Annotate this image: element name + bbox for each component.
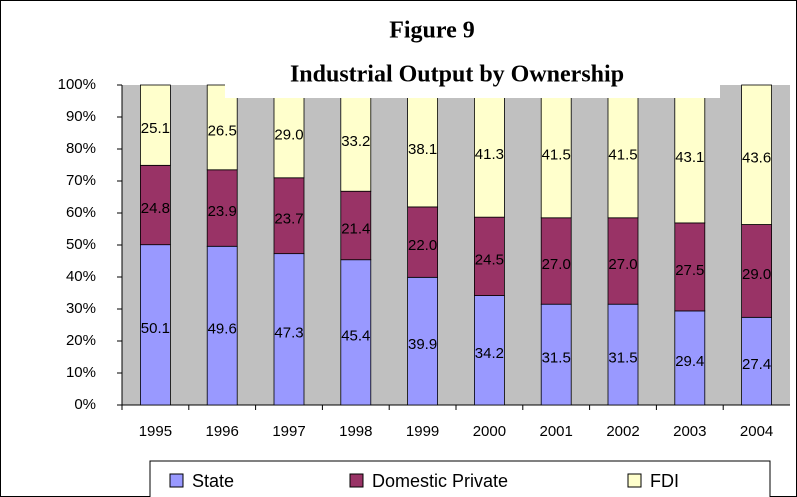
data-label: 24.5 <box>475 251 504 268</box>
bar-segment <box>473 295 505 406</box>
bar-segment <box>473 84 505 218</box>
data-label: 43.6 <box>742 150 771 167</box>
chart-title: Figure 9 <box>389 18 475 44</box>
bar-segment <box>674 310 706 406</box>
y-tick-label: 0% <box>74 396 96 413</box>
data-label: 45.4 <box>341 327 370 344</box>
y-tick-label: 70% <box>66 172 96 189</box>
title-background <box>225 14 720 98</box>
bar-segment <box>206 169 238 247</box>
x-tick-label: 2003 <box>673 423 706 440</box>
data-label: 34.2 <box>475 345 504 362</box>
legend-label: Domestic Private <box>372 471 508 491</box>
bar-segment <box>741 316 772 406</box>
bar-segment <box>139 164 171 246</box>
chart-subtitle: Industrial Output by Ownership <box>290 62 624 88</box>
data-label: 38.1 <box>408 141 437 158</box>
bar-segment <box>741 224 772 318</box>
x-tick-label: 2004 <box>740 423 773 440</box>
data-label: 27.0 <box>542 256 571 273</box>
bar-segment <box>407 84 439 208</box>
data-label: 41.3 <box>475 146 504 163</box>
bar-segment <box>407 206 439 278</box>
data-label: 41.5 <box>608 146 637 163</box>
data-label: 29.0 <box>274 126 303 143</box>
data-label: 29.4 <box>675 353 704 370</box>
x-tick-label: 2002 <box>606 423 639 440</box>
x-tick-label: 1997 <box>272 423 305 440</box>
x-tick-label: 1996 <box>206 423 239 440</box>
bar-segment <box>340 84 372 192</box>
data-label: 21.4 <box>341 220 370 237</box>
bar-segment <box>273 84 305 179</box>
data-label: 49.6 <box>208 321 237 338</box>
bar-segment <box>540 303 572 406</box>
x-tick-label: 1998 <box>339 423 372 440</box>
bar-segment <box>741 84 772 225</box>
bar-segment <box>139 244 171 406</box>
data-label: 24.8 <box>141 200 170 217</box>
data-label: 47.3 <box>274 324 303 341</box>
data-label: 25.1 <box>141 120 170 137</box>
bar-segment <box>407 276 439 406</box>
x-tick-label: 2001 <box>540 423 573 440</box>
data-label: 33.2 <box>341 133 370 150</box>
y-tick-label: 60% <box>66 204 96 221</box>
data-label: 22.0 <box>408 237 437 254</box>
bar-segment <box>607 217 639 305</box>
bar-segment <box>340 190 372 261</box>
data-label: 39.9 <box>408 336 437 353</box>
data-label: 41.5 <box>542 146 571 163</box>
data-label: 23.7 <box>274 211 303 228</box>
data-label: 27.0 <box>608 256 637 273</box>
data-label: 27.5 <box>675 262 704 279</box>
data-label: 31.5 <box>542 350 571 367</box>
legend-swatch <box>349 473 364 488</box>
data-label: 27.4 <box>742 356 771 373</box>
legend-swatch <box>627 473 642 488</box>
bar-segment <box>607 84 639 219</box>
data-label: 23.9 <box>208 203 237 220</box>
bar-segment <box>540 84 572 219</box>
bar-segment <box>340 259 372 406</box>
legend-label: State <box>192 471 234 491</box>
y-tick-label: 80% <box>66 140 96 157</box>
bar-segment <box>206 84 238 171</box>
legend-swatch <box>169 473 184 488</box>
bar-segment <box>473 216 505 296</box>
legend-box <box>149 460 771 497</box>
data-label: 29.0 <box>742 266 771 283</box>
y-tick-label: 30% <box>66 300 96 317</box>
bar-segment <box>674 84 706 224</box>
y-tick-label: 40% <box>66 268 96 285</box>
data-label: 43.1 <box>675 149 704 166</box>
y-tick-label: 10% <box>66 364 96 381</box>
y-tick-label: 50% <box>66 236 96 253</box>
bar-segment <box>674 222 706 312</box>
bar-segment <box>139 84 171 166</box>
bar-segment <box>273 253 305 406</box>
data-label: 26.5 <box>208 122 237 139</box>
y-tick-label: 100% <box>58 76 96 93</box>
x-tick-label: 1995 <box>139 423 172 440</box>
legend-label: FDI <box>650 471 679 491</box>
y-tick-label: 20% <box>66 332 96 349</box>
y-tick-label: 90% <box>66 108 96 125</box>
data-label: 50.1 <box>141 320 170 337</box>
data-label: 31.5 <box>608 350 637 367</box>
x-tick-label: 1999 <box>406 423 439 440</box>
x-tick-label: 2000 <box>473 423 506 440</box>
bar-segment <box>206 245 238 406</box>
